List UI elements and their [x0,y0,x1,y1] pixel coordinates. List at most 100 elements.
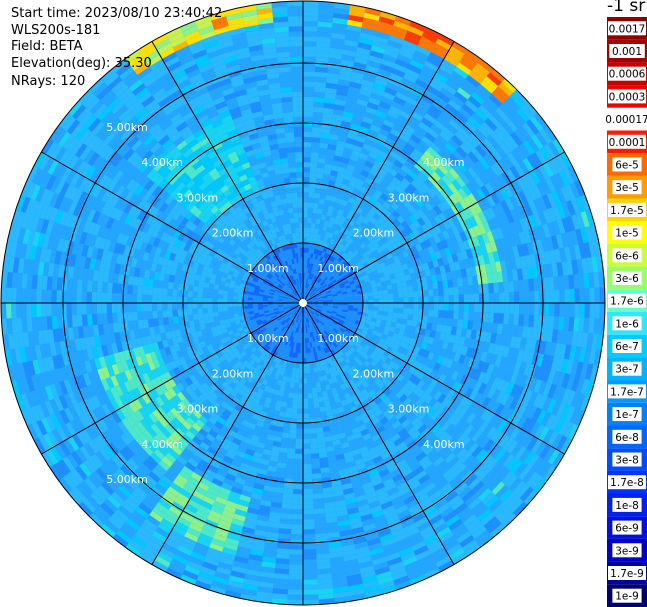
range-gate-cell [264,288,271,293]
range-gate-cell [260,284,267,289]
range-gate-cell [397,86,411,97]
range-gate-cell [305,293,308,299]
range-gate-cell [178,158,189,169]
range-gate-cell [107,76,123,90]
range-gate-cell [435,273,443,282]
range-gate-cell [190,196,200,206]
range-gate-cell [217,180,227,189]
range-gate-cell [255,241,262,249]
range-gate-cell [330,196,338,203]
range-gate-cell [248,44,263,52]
range-gate-cell [293,268,297,274]
range-gate-cell [245,281,252,286]
range-gate-cell [247,39,263,47]
range-gate-cell [174,239,182,248]
range-gate-cell [14,242,23,259]
range-gate-cell [320,274,326,280]
range-gate-cell [212,159,223,168]
range-gate-cell [453,261,461,271]
range-gate-cell [263,296,269,300]
range-gate-cell [312,274,316,280]
range-gate-cell [79,128,92,144]
range-gate-cell [528,278,535,292]
range-gate-cell [504,197,515,211]
range-gate-cell [91,197,102,211]
range-gate-cell [146,214,155,226]
range-gate-cell [552,205,562,221]
range-gate-cell [434,266,441,275]
range-gate-cell [193,226,202,235]
range-gate-cell [283,295,289,299]
range-gate-cell [262,300,268,303]
range-gate-cell [218,243,226,251]
range-gate-cell [241,255,249,262]
range-gate-cell [440,87,454,100]
range-gate-cell [313,248,318,255]
range-gate-cell [269,143,279,151]
range-gate-cell [468,311,474,321]
range-gate-cell [429,218,439,228]
range-gate-cell [320,132,330,139]
range-gate-cell [275,215,281,222]
range-gate-cell [493,313,499,324]
range-gate-cell [284,294,290,298]
range-gate-cell [291,248,296,254]
range-gate-cell [278,66,291,73]
range-gate-cell [303,197,309,203]
range-gate-cell [374,78,388,87]
range-gate-cell [244,270,251,276]
range-gate-cell [215,100,228,110]
range-gate-cell [350,240,357,247]
range-gate-cell [393,20,410,31]
range-gate-cell [408,297,414,303]
range-gate-cell [270,244,276,251]
range-gate-cell [163,80,178,92]
range-gate-cell [449,45,465,59]
range-gate-cell [314,282,319,288]
range-gate-cell [338,250,345,257]
range-gate-cell [363,205,371,214]
range-gate-cell [584,303,590,318]
range-gate-cell [256,282,262,287]
range-gate-cell [146,204,156,215]
range-gate-cell [583,242,592,259]
range-gate-cell [172,201,182,212]
range-gate-cell [498,282,505,293]
range-gate-cell [361,286,367,291]
range-gate-cell [421,31,438,43]
range-gate-cell [438,295,444,303]
range-gate-cell [303,81,315,87]
range-gate-cell [322,112,333,120]
range-gate-cell [413,50,429,61]
range-gate-cell [337,296,343,300]
range-gate-cell [404,35,420,46]
range-gate-cell [547,222,556,237]
range-gate-cell [499,303,505,314]
range-gate-cell [334,99,346,107]
range-gate-cell [467,193,478,205]
range-gate-cell [184,220,194,229]
range-gate-cell [363,224,371,232]
range-gate-cell [309,172,317,178]
range-gate-cell [268,212,275,219]
range-gate-cell [388,237,396,246]
range-gate-cell [253,115,265,124]
range-gate-cell [267,191,275,198]
range-gate-cell [316,234,322,240]
range-gate-cell [405,96,419,107]
range-gate-cell [444,263,451,273]
range-gate-cell [270,288,276,293]
range-gate-cell [518,231,527,245]
range-gate-cell [385,44,401,54]
range-gate-cell [388,34,404,45]
range-gate-cell [197,250,205,258]
range-gate-cell [208,86,222,97]
range-gate-cell [182,175,192,186]
range-gate-cell [498,103,513,118]
range-gate-cell [349,81,362,90]
range-gate-cell [463,139,476,152]
range-gate-cell [337,79,351,87]
range-gate-cell [482,221,491,233]
range-gate-cell [382,289,389,295]
range-gate-cell [204,128,217,138]
